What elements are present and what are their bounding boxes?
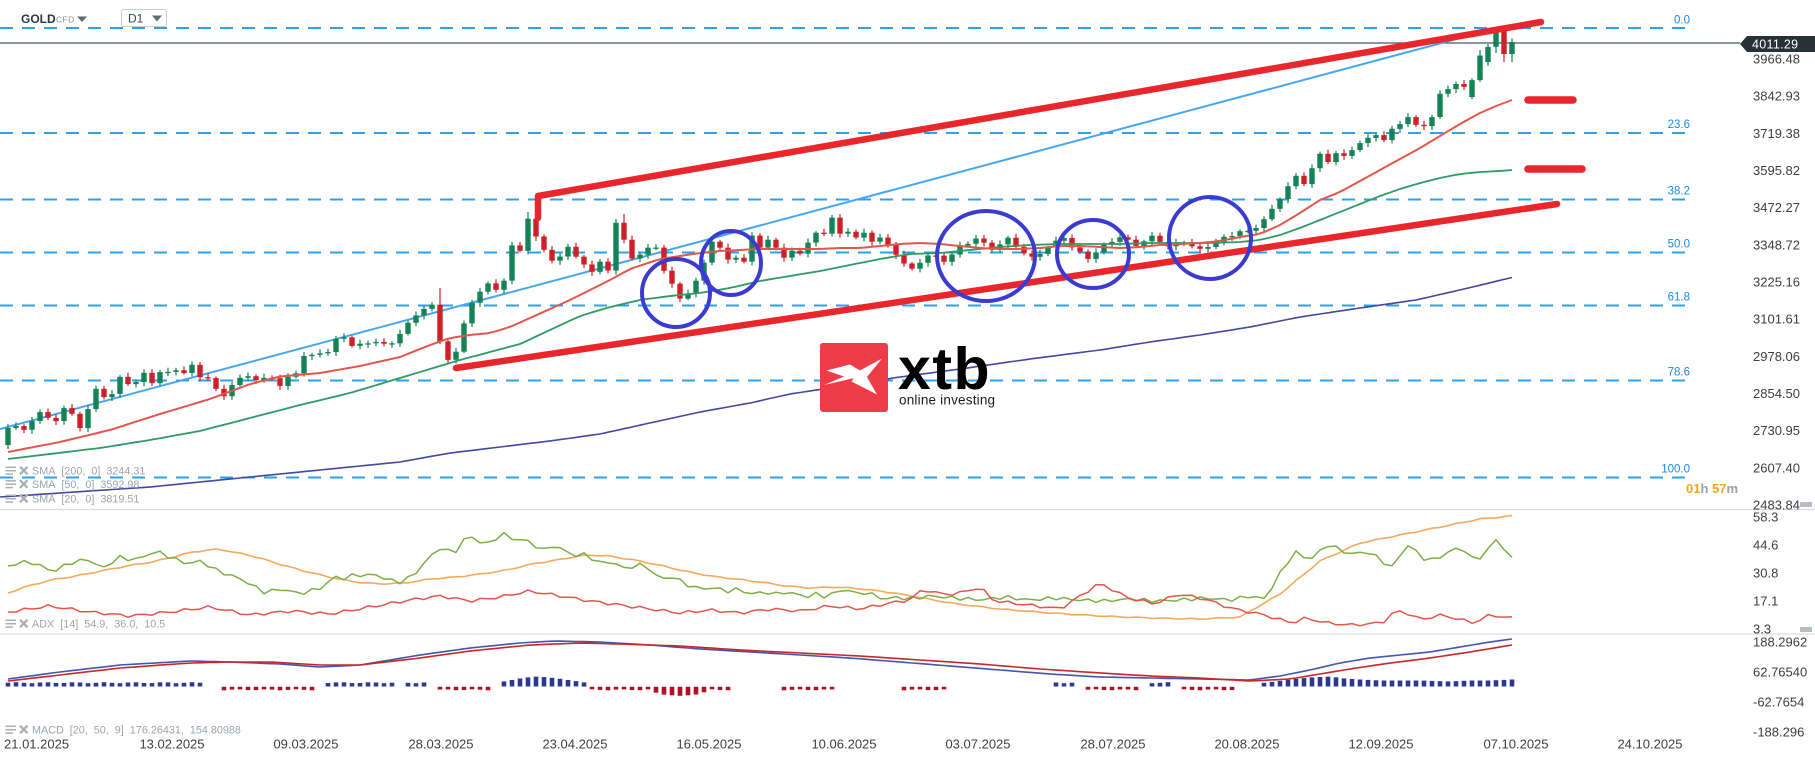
svg-text:D1: D1 (128, 12, 144, 26)
svg-text:01h 57m: 01h 57m (1686, 481, 1738, 496)
svg-text:09.03.2025: 09.03.2025 (273, 737, 338, 752)
svg-text:3.3: 3.3 (1753, 622, 1771, 637)
svg-text:61.8: 61.8 (1668, 292, 1690, 304)
svg-text:23.6: 23.6 (1668, 119, 1690, 131)
svg-text:2854.50: 2854.50 (1753, 386, 1800, 401)
svg-text:16.05.2025: 16.05.2025 (676, 737, 741, 752)
svg-text:12.09.2025: 12.09.2025 (1348, 737, 1413, 752)
svg-text:2978.06: 2978.06 (1753, 349, 1800, 364)
svg-text:44.6: 44.6 (1753, 538, 1778, 553)
svg-text:SMA [200, 0] 3244.31: SMA [200, 0] 3244.31 (32, 466, 145, 478)
svg-text:17.1: 17.1 (1753, 594, 1778, 609)
svg-text:2730.95: 2730.95 (1753, 423, 1800, 438)
svg-text:28.03.2025: 28.03.2025 (408, 737, 473, 752)
svg-text:23.04.2025: 23.04.2025 (542, 737, 607, 752)
svg-text:3101.61: 3101.61 (1753, 312, 1800, 327)
svg-text:3966.48: 3966.48 (1753, 52, 1800, 67)
svg-text:30.8: 30.8 (1753, 566, 1778, 581)
svg-text:10.06.2025: 10.06.2025 (811, 737, 876, 752)
svg-text:4011.29: 4011.29 (1752, 38, 1798, 52)
svg-text:188.2962: 188.2962 (1753, 635, 1807, 650)
svg-text:100.0: 100.0 (1661, 464, 1690, 476)
svg-text:62.76540: 62.76540 (1753, 665, 1807, 680)
svg-text:38.2: 38.2 (1668, 186, 1690, 198)
svg-text:20.08.2025: 20.08.2025 (1214, 737, 1279, 752)
svg-text:3225.16: 3225.16 (1753, 275, 1800, 290)
svg-text:CFD: CFD (56, 15, 75, 25)
svg-text:3348.72: 3348.72 (1753, 237, 1800, 252)
svg-text:0.0: 0.0 (1674, 15, 1690, 27)
svg-text:07.10.2025: 07.10.2025 (1483, 737, 1548, 752)
svg-text:21.01.2025: 21.01.2025 (4, 737, 69, 752)
svg-text:ADX [14] 54.9, 36.0, 10.5: ADX [14] 54.9, 36.0, 10.5 (32, 619, 165, 631)
svg-text:13.02.2025: 13.02.2025 (139, 737, 204, 752)
svg-text:50.0: 50.0 (1668, 239, 1690, 251)
svg-text:-62.7654: -62.7654 (1753, 695, 1804, 710)
svg-text:58.3: 58.3 (1753, 510, 1778, 525)
svg-text:3595.82: 3595.82 (1753, 163, 1800, 178)
svg-text:2607.40: 2607.40 (1753, 460, 1800, 475)
svg-text:3472.27: 3472.27 (1753, 200, 1800, 215)
svg-text:3719.38: 3719.38 (1753, 126, 1800, 141)
svg-text:SMA [50, 0] 3592.98: SMA [50, 0] 3592.98 (32, 479, 139, 491)
svg-text:xtb: xtb (898, 336, 991, 402)
svg-text:SMA [20, 0] 3819.51: SMA [20, 0] 3819.51 (32, 494, 139, 506)
svg-text:MACD [20, 50, 9] 176.26431: MACD [20, 50, 9] 176.26431, 154.80988 (32, 725, 241, 737)
svg-text:78.6: 78.6 (1668, 367, 1690, 379)
svg-text:GOLD: GOLD (21, 12, 56, 26)
svg-text:online investing: online investing (899, 393, 995, 408)
svg-text:28.07.2025: 28.07.2025 (1080, 737, 1145, 752)
svg-text:24.10.2025: 24.10.2025 (1617, 737, 1682, 752)
svg-text:3842.93: 3842.93 (1753, 89, 1800, 104)
svg-text:03.07.2025: 03.07.2025 (945, 737, 1010, 752)
svg-text:-188.296: -188.296 (1753, 725, 1804, 740)
svg-text:2483.84: 2483.84 (1753, 498, 1800, 513)
